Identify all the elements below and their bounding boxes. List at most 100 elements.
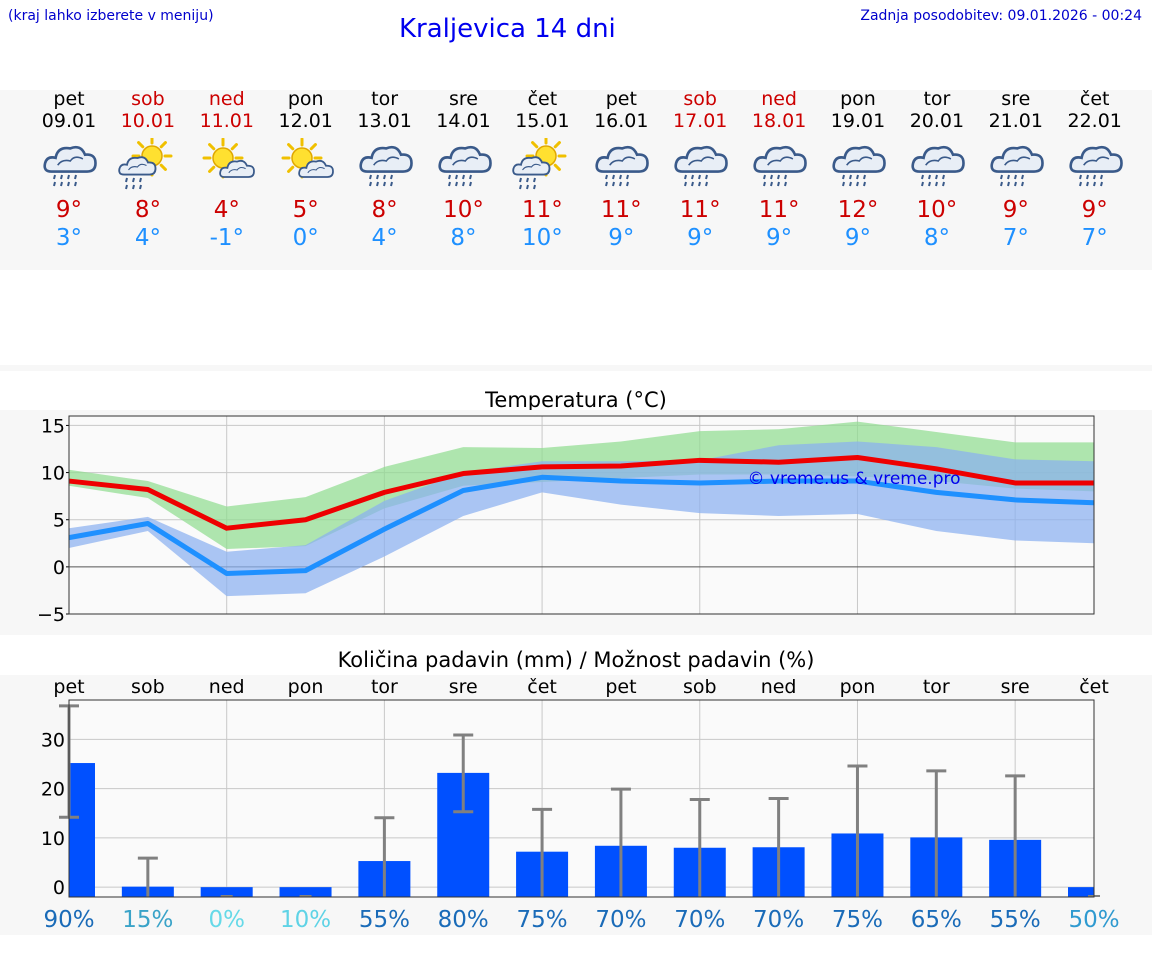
- temp-min: 8°: [923, 225, 950, 251]
- day-name: čet: [1079, 88, 1110, 110]
- day-label: tor: [371, 676, 398, 698]
- precip-chance-label: 10%: [280, 907, 331, 933]
- precip-error-bar: [532, 807, 553, 897]
- precip-chance-label: 50%: [1068, 907, 1119, 933]
- plot-frame: [68, 699, 1095, 898]
- sun-cloud-icon: [202, 138, 255, 179]
- watermark: © vreme.us & vreme.pro: [747, 469, 960, 489]
- rain-cloud-icon: [437, 145, 492, 187]
- y-tick-label: 15: [41, 415, 65, 437]
- precip-chance-label: 75%: [517, 907, 568, 933]
- day-name: sob: [683, 88, 717, 110]
- precip-chance-label: 65%: [911, 907, 962, 933]
- day-column: pet 16.01 11° 9°: [582, 88, 660, 252]
- day-name: ned: [761, 88, 797, 110]
- day-column: sre 21.01 9° 7°: [977, 88, 1055, 252]
- page-title: Kraljevica 14 dni: [399, 14, 616, 44]
- precip-error-bar: [926, 769, 947, 897]
- day-label: čet: [1079, 676, 1109, 698]
- sun-cloud-icon: [281, 138, 334, 179]
- temp-min: 9°: [766, 225, 793, 251]
- location-hint: (kraj lahko izberete v meniju): [8, 8, 214, 24]
- day-date: 10.01: [120, 110, 176, 132]
- temp-max: 9°: [1002, 197, 1029, 223]
- day-name: pet: [605, 88, 637, 110]
- day-name: tor: [371, 88, 399, 110]
- day-column: tor 20.01 10° 8°: [898, 88, 976, 252]
- day-label: tor: [923, 676, 950, 698]
- day-label: čet: [527, 676, 557, 698]
- day-date: 18.01: [751, 110, 807, 132]
- precip-chance-label: 70%: [595, 907, 646, 933]
- day-label: sob: [683, 676, 717, 698]
- precip-chance-label: 70%: [674, 907, 725, 933]
- day-name: čet: [527, 88, 558, 110]
- day-column: ned 18.01 11° 9°: [740, 88, 818, 252]
- day-column: sob 17.01 11° 9°: [661, 88, 739, 252]
- day-name: pon: [840, 88, 876, 110]
- sun-cloud-rain-icon: [512, 138, 567, 190]
- day-date: 12.01: [278, 110, 333, 132]
- rain-cloud-icon: [595, 145, 650, 187]
- precipitation-chart: 30 20 10 0 pet sob ned pon tor sre čet pet sob ned pon…: [41, 676, 1120, 933]
- temp-max: 8°: [134, 197, 161, 223]
- temp-min: -1°: [209, 225, 245, 251]
- day-name: pet: [53, 88, 85, 110]
- temp-max: 5°: [292, 197, 319, 223]
- precip-chance-label: 15%: [122, 907, 173, 933]
- max-temperature-line: [68, 454, 1094, 531]
- y-tick-label: 0: [53, 557, 65, 579]
- day-name: ned: [208, 88, 245, 110]
- temp-max: 11°: [679, 197, 721, 223]
- rain-cloud-icon: [753, 145, 807, 187]
- temp-min: 9°: [687, 225, 714, 251]
- day-column: tor 13.01 8° 4°: [346, 88, 424, 252]
- day-label: sob: [131, 676, 165, 698]
- daily-forecast-strip: pet 09.01 9° 3° sob 10.01 8° 4° ned 11.01 4° -1° pon…: [30, 88, 1134, 263]
- precip-chance-label: 75%: [832, 907, 883, 933]
- precip-bar: [69, 763, 95, 897]
- day-column: čet 22.01 9° 7°: [1056, 88, 1134, 252]
- rain-cloud-icon: [990, 145, 1044, 187]
- temp-max: 12°: [837, 197, 879, 223]
- precip-chance-label: 90%: [43, 907, 94, 933]
- precip-chance-label: 0%: [208, 907, 245, 933]
- day-label: sre: [1001, 676, 1030, 698]
- precip-bar: [200, 887, 253, 897]
- day-column: ned 11.01 4° -1°: [188, 88, 266, 252]
- day-label: pon: [840, 676, 876, 698]
- rain-cloud-icon: [911, 145, 965, 187]
- temp-min: 7°: [1002, 225, 1029, 251]
- temp-max: 10°: [916, 197, 958, 223]
- day-label: pon: [288, 676, 324, 698]
- day-date: 15.01: [515, 110, 570, 132]
- temp-max: 9°: [1081, 197, 1108, 223]
- temp-min: 4°: [134, 225, 161, 251]
- day-column: pet 09.01 9° 3°: [30, 88, 108, 252]
- temp-min: 0°: [292, 225, 319, 251]
- temp-max: 8°: [371, 197, 398, 223]
- precip-bar: [279, 887, 332, 897]
- precip-error-bar: [453, 733, 474, 814]
- precip-bar: [1068, 887, 1094, 897]
- precip-error-bar: [374, 816, 395, 897]
- temperature-chart: 15 10 5 0 −5 © vreme.us & vreme.pro: [37, 415, 1095, 626]
- temp-max: 9°: [55, 197, 83, 223]
- precip-error-bar: [689, 797, 710, 897]
- rain-cloud-icon: [674, 145, 728, 187]
- day-date: 09.01: [41, 110, 97, 132]
- day-name: sre: [1001, 88, 1031, 110]
- precipitation-chart-title: Količina padavin (mm) / Možnost padavin …: [337, 648, 815, 672]
- day-column: pon 12.01 5° 0°: [267, 88, 345, 252]
- rain-cloud-icon: [1069, 145, 1123, 187]
- day-date: 19.01: [830, 110, 886, 132]
- day-name: tor: [923, 88, 951, 110]
- day-column: čet 15.01 11° 10°: [503, 88, 581, 252]
- day-date: 14.01: [436, 110, 491, 132]
- y-tick-label: 30: [41, 729, 65, 751]
- day-column: pon 19.01 12° 9°: [819, 88, 897, 252]
- day-date: 13.01: [357, 110, 412, 132]
- rain-cloud-icon: [358, 145, 413, 187]
- day-date: 16.01: [594, 110, 649, 132]
- day-date: 11.01: [199, 110, 254, 132]
